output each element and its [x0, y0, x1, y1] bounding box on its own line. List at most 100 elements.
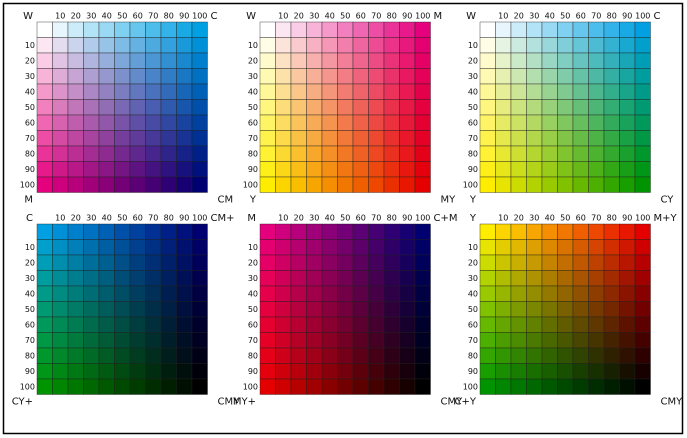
color-cell — [114, 176, 131, 193]
color-cell — [383, 332, 400, 349]
color-cell — [352, 52, 369, 69]
row-label: 10 — [248, 41, 258, 50]
color-cell — [572, 270, 589, 287]
color-cell — [414, 114, 431, 131]
row-label: 100 — [243, 180, 258, 189]
column-label: 30 — [529, 214, 539, 223]
color-cell — [306, 37, 323, 54]
color-cell — [603, 301, 620, 318]
color-cell — [160, 223, 177, 240]
color-cell — [414, 301, 431, 318]
color-cell — [67, 378, 84, 395]
color-cell — [321, 332, 338, 349]
color-cell — [176, 21, 193, 38]
color-cell — [83, 270, 100, 287]
color-cell — [634, 332, 651, 349]
column-label: 30 — [309, 214, 319, 223]
row-label: 20 — [248, 258, 258, 267]
color-cell — [368, 285, 385, 302]
color-cell — [160, 68, 177, 85]
color-cell — [67, 99, 84, 116]
color-cell — [191, 161, 208, 178]
color-cell — [526, 316, 543, 333]
color-cell — [383, 347, 400, 364]
color-cell — [191, 239, 208, 256]
color-cell — [306, 301, 323, 318]
color-cell — [98, 316, 115, 333]
color-cell — [160, 301, 177, 318]
color-cell — [541, 176, 558, 193]
row-label: 80 — [468, 149, 478, 158]
color-cell — [259, 68, 276, 85]
color-cell — [526, 270, 543, 287]
column-label: 70 — [371, 214, 381, 223]
corner-label: C — [654, 11, 661, 22]
color-cell — [603, 378, 620, 395]
color-cell — [191, 285, 208, 302]
color-cell — [321, 37, 338, 54]
color-cell — [83, 363, 100, 380]
color-cell — [98, 239, 115, 256]
color-cell — [541, 270, 558, 287]
color-cell — [619, 254, 636, 271]
color-cell — [510, 378, 527, 395]
color-cell — [259, 363, 276, 380]
color-cell — [176, 254, 193, 271]
color-cell — [36, 130, 53, 147]
color-cell — [290, 363, 307, 380]
color-cell — [275, 52, 292, 69]
color-cell — [129, 223, 146, 240]
color-cell — [36, 332, 53, 349]
color-cell — [52, 161, 69, 178]
color-cell — [541, 37, 558, 54]
row-label: 80 — [248, 351, 258, 360]
color-cell — [129, 378, 146, 395]
color-cell — [306, 83, 323, 100]
color-cell — [337, 114, 354, 131]
color-cell — [526, 37, 543, 54]
column-label: 100 — [415, 214, 430, 223]
color-cell — [160, 21, 177, 38]
color-cell — [557, 332, 574, 349]
color-cell — [510, 176, 527, 193]
color-cell — [603, 99, 620, 116]
color-cell — [176, 99, 193, 116]
row-label: 70 — [468, 134, 478, 143]
color-cell — [275, 83, 292, 100]
color-cell — [321, 21, 338, 38]
color-cell — [160, 176, 177, 193]
color-cell — [160, 161, 177, 178]
color-cell — [191, 52, 208, 69]
color-cell — [275, 68, 292, 85]
color-cell — [36, 99, 53, 116]
color-cell — [67, 176, 84, 193]
color-cell — [290, 301, 307, 318]
color-cell — [337, 332, 354, 349]
color-cell — [510, 83, 527, 100]
color-cell — [603, 176, 620, 193]
color-cell — [619, 301, 636, 318]
color-cell — [619, 21, 636, 38]
row-label: 30 — [25, 274, 35, 283]
color-cell — [603, 270, 620, 287]
row-label: 70 — [25, 134, 35, 143]
color-cell — [495, 363, 512, 380]
row-label: 100 — [20, 180, 35, 189]
column-label: 80 — [387, 214, 397, 223]
color-cell — [368, 114, 385, 131]
color-cell — [510, 301, 527, 318]
color-cell — [129, 347, 146, 364]
color-cell — [634, 52, 651, 69]
color-cell — [479, 347, 496, 364]
color-cell — [306, 363, 323, 380]
color-cell — [306, 378, 323, 395]
color-cell — [176, 68, 193, 85]
color-cell — [634, 37, 651, 54]
color-cell — [588, 316, 605, 333]
color-cell — [83, 254, 100, 271]
color-cell — [352, 145, 369, 162]
column-label: 20 — [71, 12, 81, 21]
color-cell — [275, 130, 292, 147]
color-cell — [259, 130, 276, 147]
column-label: 30 — [86, 12, 96, 21]
